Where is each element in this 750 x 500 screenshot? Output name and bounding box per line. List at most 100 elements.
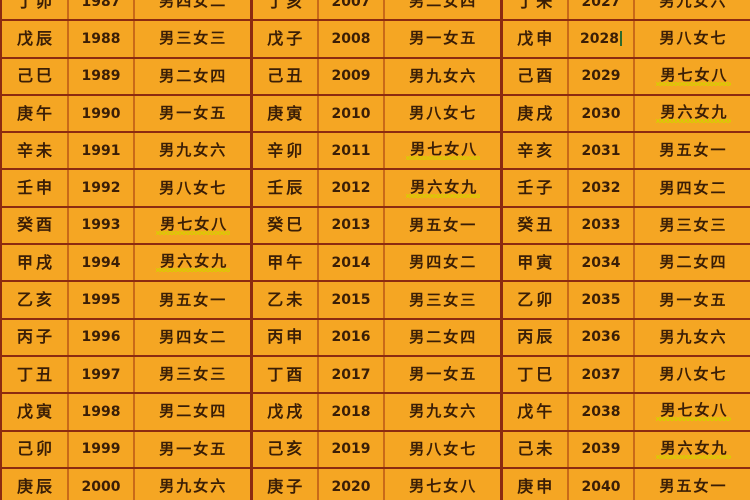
gua-value-text: 男九女六 [409,66,478,85]
cell-gua-value: 男八女七 [133,168,253,208]
cell-ganzhi: 辛未 [0,131,69,171]
cell-ganzhi: 癸酉 [0,205,69,246]
year-text: 2012 [331,180,371,197]
cell-gua-value: 男三女三 [133,354,253,395]
year-text: 2036 [581,329,621,346]
cell-gua-value: 男七女八 [383,466,503,500]
year-text: 2007 [331,0,371,10]
cell-ganzhi: 戊戌 [249,392,319,432]
year-text: 2011 [331,142,371,159]
year-text: 2035 [581,292,621,309]
cell-gua-value: 男二女四 [383,0,503,22]
year-text: 2032 [581,180,621,197]
cell-year: 2033 [567,205,635,246]
cell-ganzhi: 庚寅 [249,93,319,134]
table-row: 癸酉 1993 男七女八 癸巳 2013 男五女一 癸丑 2033 男三女三 [0,205,750,246]
spellcheck-underline-text: 男六女九 [656,103,731,124]
cell-ganzhi: 甲寅 [499,243,569,283]
cell-ganzhi: 丁丑 [0,354,69,395]
cell-ganzhi: 辛亥 [499,131,569,171]
cell-ganzhi: 戊午 [499,392,569,432]
year-text: 2031 [581,142,621,159]
cell-gua-value: 男六女九 [383,168,503,208]
cell-year: 1998 [67,392,135,432]
cell-ganzhi: 己未 [499,429,569,469]
cell-year: 2020 [317,466,385,500]
cell-ganzhi: 己巳 [0,56,69,96]
gua-value-text: 男二女四 [409,327,478,346]
cell-year: 1991 [67,131,135,171]
year-text: 2039 [581,441,621,458]
cell-year: 2040 [567,466,635,500]
cell-ganzhi: 壬辰 [249,168,319,208]
cell-gua-value: 男九女六 [133,131,253,171]
cell-year: 2031 [567,131,635,171]
cell-year: 2028 [567,19,635,59]
gua-value-text: 男二女四 [409,0,478,11]
gua-value-text: 男九女六 [159,477,228,495]
gua-value-text: 男一女五 [409,365,478,384]
cell-gua-value: 男一女五 [133,93,253,134]
table-row: 丙子 1996 男四女二 丙申 2016 男二女四 丙辰 2036 男九女六 [0,317,750,357]
spellcheck-underline-text: 男七女八 [406,140,481,161]
spellcheck-underline-text: 男六女九 [406,177,481,198]
cell-ganzhi: 庚午 [0,93,69,134]
cell-year: 2035 [567,280,635,320]
cell-ganzhi: 壬子 [499,168,569,208]
cell-gua-value: 男四女二 [383,243,503,283]
cell-year: 1990 [67,93,135,134]
gua-value-text: 男二女四 [159,402,228,421]
cell-year: 1988 [67,19,135,59]
cell-gua-value: 男一女五 [383,19,503,59]
year-text: 1990 [81,105,121,122]
year-text: 2038 [581,403,621,420]
cell-year: 1989 [67,56,135,96]
cell-year: 2017 [317,354,385,395]
year-text: 2030 [581,105,621,122]
year-text: 2016 [331,329,371,346]
gua-value-text: 男五女一 [659,141,728,160]
cell-gua-value: 男五女一 [633,466,750,500]
year-text: 1999 [81,441,121,458]
cell-ganzhi: 丁酉 [249,354,319,395]
cell-gua-value: 男九女六 [133,466,253,500]
text-caret-icon [619,31,622,47]
year-text: 2028 [580,31,619,48]
cell-year: 2039 [567,429,635,469]
year-text: 1989 [81,68,121,85]
gua-value-text: 男一女五 [409,29,478,48]
gua-value-text: 男七女八 [409,477,478,495]
cell-year: 2029 [567,56,635,96]
gua-value-text: 男四女二 [409,253,478,272]
cell-ganzhi: 壬申 [0,168,69,208]
gua-value-text: 男一女五 [159,439,228,458]
cell-ganzhi: 庚子 [249,466,319,500]
gua-value-text: 男九女六 [659,0,728,11]
spellcheck-underline-text: 男七女八 [656,65,731,86]
cell-year: 2011 [317,131,385,171]
cell-gua-value: 男六女九 [633,93,750,134]
year-text: 2034 [581,254,621,271]
cell-gua-value: 男九女六 [383,56,503,96]
gua-value-text: 男八女七 [409,439,478,458]
cell-year: 2016 [317,317,385,357]
cell-year: 1987 [67,0,135,22]
year-text: 2020 [331,478,371,495]
year-text: 2019 [331,441,371,458]
spellcheck-underline-text: 男六女九 [156,252,231,273]
gua-value-text: 男一女五 [159,104,228,123]
gua-value-text: 男五女一 [409,215,478,234]
gua-value-text: 男八女七 [159,178,228,197]
cell-year: 2032 [567,168,635,208]
year-text: 1996 [81,329,121,346]
year-text: 2013 [331,217,371,234]
cell-gua-value: 男八女七 [383,93,503,134]
gua-value-text: 男五女一 [159,290,228,309]
gua-value-text: 男二女四 [159,66,228,85]
cell-ganzhi: 丁巳 [499,354,569,395]
year-text: 1998 [81,403,121,420]
year-text: 1991 [81,142,121,159]
cell-gua-value: 男九女六 [383,392,503,432]
